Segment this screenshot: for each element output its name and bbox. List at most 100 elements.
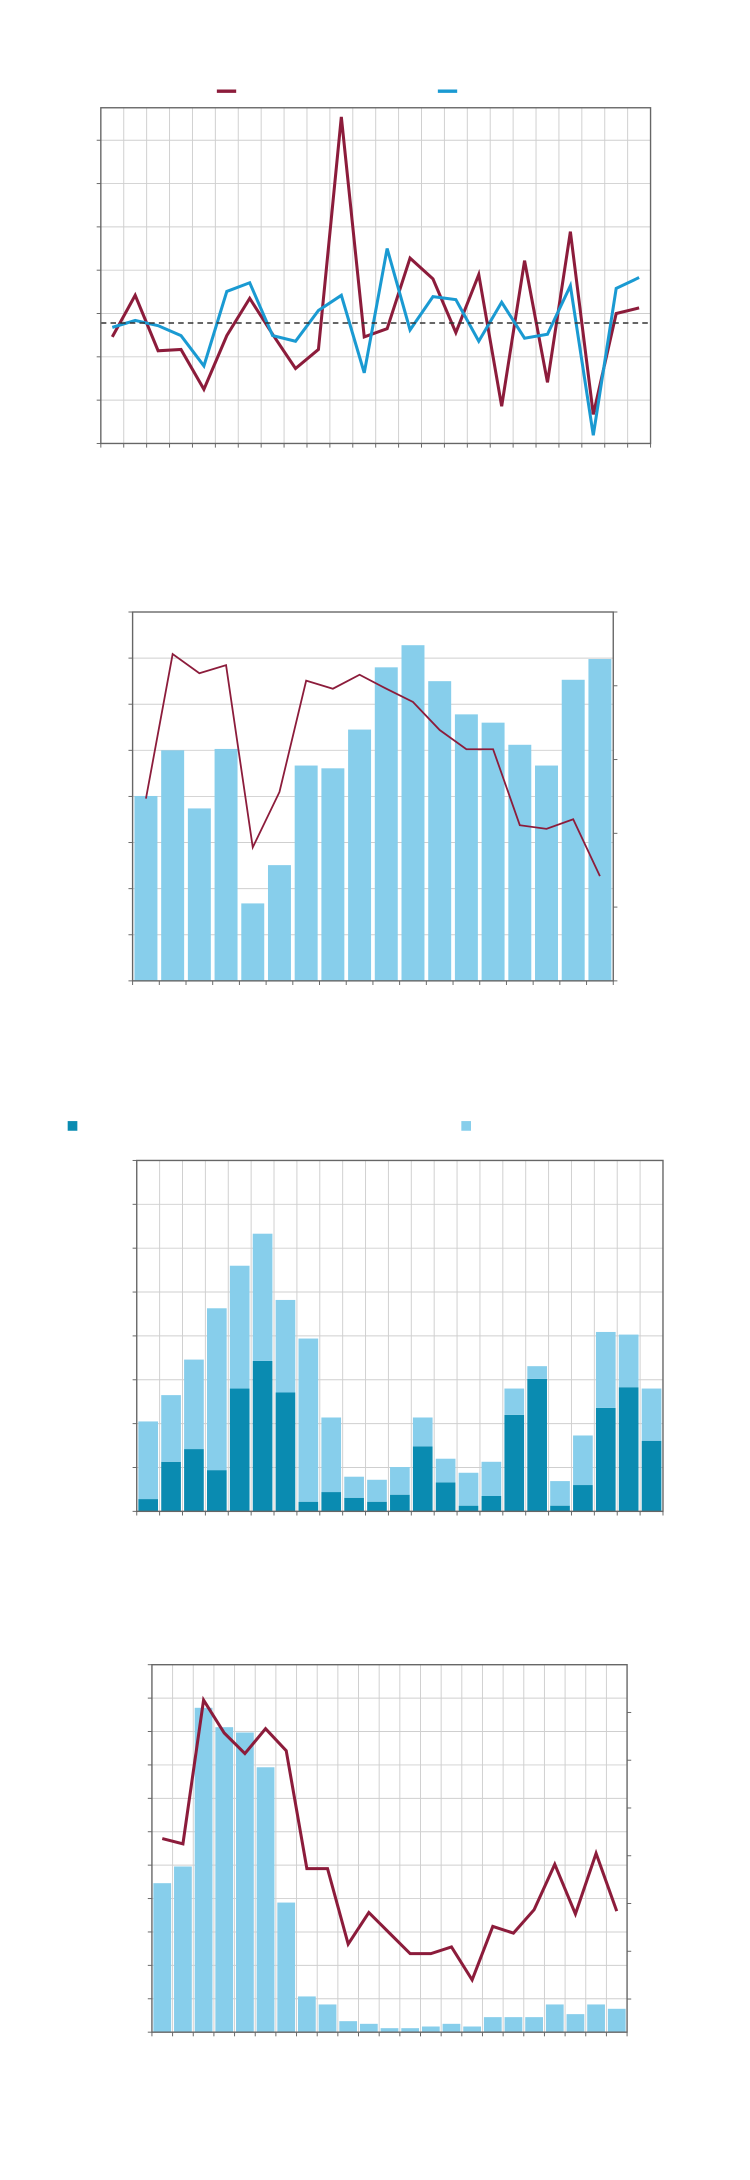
bar: [194, 1707, 213, 2033]
bar: [421, 2026, 440, 2033]
bar: [504, 1388, 525, 1415]
chart: [147, 1664, 632, 2037]
bar: [241, 903, 265, 981]
bar: [275, 1392, 296, 1512]
bar: [348, 729, 372, 981]
chart: [67, 1121, 664, 1516]
bar: [588, 659, 612, 981]
bar: [174, 1866, 192, 2033]
bar: [184, 1359, 204, 1450]
bar: [294, 765, 318, 981]
plot-frame: [100, 107, 652, 445]
bar: [359, 2023, 378, 2033]
bar: [187, 808, 211, 981]
chart: [96, 89, 652, 448]
bar: [428, 681, 452, 981]
bar: [483, 2017, 502, 2033]
bar: [380, 2028, 399, 2033]
bar: [481, 1496, 502, 1512]
bar: [297, 1996, 316, 2033]
bar: [508, 744, 532, 981]
bar: [321, 1417, 342, 1493]
chart: [128, 611, 618, 986]
bar: [252, 1360, 273, 1512]
bar: [561, 679, 585, 981]
bar: [206, 1470, 227, 1512]
bar: [321, 1492, 342, 1512]
bar: [184, 1449, 204, 1512]
bar: [321, 768, 345, 981]
bar: [458, 1505, 479, 1512]
bar: [587, 2004, 605, 2033]
bar: [504, 1414, 525, 1512]
bar: [275, 1299, 296, 1393]
bar: [153, 1883, 172, 2033]
bar: [595, 1331, 616, 1408]
bar: [298, 1338, 319, 1502]
bar: [545, 2004, 564, 2033]
bar: [267, 865, 291, 981]
bar: [298, 1501, 319, 1512]
bar: [527, 1378, 547, 1512]
bar: [595, 1407, 616, 1512]
bar: [215, 1727, 234, 2033]
plot-frame: [131, 611, 614, 982]
bar: [161, 1461, 181, 1512]
bar: [481, 722, 505, 981]
plot-frame: [151, 1664, 628, 2033]
bar: [214, 748, 238, 981]
bar: [401, 645, 425, 981]
bar: [641, 1440, 662, 1512]
line: [111, 248, 640, 436]
bar: [367, 1479, 387, 1502]
bar: [458, 1472, 479, 1506]
bar: [566, 2014, 585, 2033]
bar: [374, 667, 398, 981]
line: [145, 652, 601, 877]
bar: [641, 1388, 662, 1441]
legend-swatch: [461, 1121, 471, 1131]
bar: [256, 1767, 275, 2033]
bar: [550, 1481, 570, 1506]
bar: [435, 1458, 456, 1483]
bar: [206, 1308, 227, 1471]
bar: [573, 1485, 593, 1512]
bar: [454, 714, 478, 981]
bar: [134, 795, 158, 981]
bar: [618, 1334, 639, 1388]
bar: [504, 2017, 523, 2033]
bar: [367, 1501, 387, 1512]
bar: [412, 1417, 433, 1447]
bar: [412, 1446, 433, 1512]
bar: [550, 1505, 570, 1512]
bar: [390, 1467, 410, 1495]
bar: [252, 1233, 273, 1361]
bar: [607, 2008, 626, 2033]
bar: [481, 1461, 502, 1497]
line: [110, 116, 640, 415]
bar: [229, 1265, 250, 1389]
bar: [229, 1388, 250, 1512]
bar: [161, 1395, 181, 1462]
bar: [573, 1435, 593, 1486]
bar: [463, 2026, 482, 2033]
legend-swatch: [67, 1121, 78, 1131]
bar: [390, 1494, 410, 1512]
bar: [339, 2021, 358, 2033]
bar: [618, 1387, 639, 1512]
bar: [138, 1421, 159, 1500]
bar: [344, 1497, 364, 1512]
bar: [161, 750, 185, 981]
bar: [435, 1482, 456, 1512]
bar: [401, 2028, 420, 2033]
bar: [442, 2023, 461, 2033]
bar: [344, 1476, 364, 1498]
bar: [236, 1732, 254, 2033]
bar: [525, 2017, 543, 2033]
bar: [318, 2004, 337, 2033]
bar: [527, 1366, 547, 1379]
bar: [277, 1902, 296, 2033]
plot-frame: [136, 1159, 664, 1513]
